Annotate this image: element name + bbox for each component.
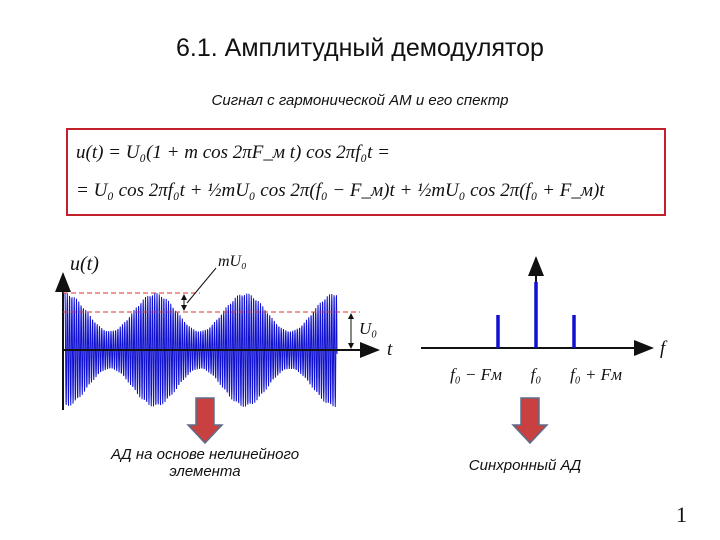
caption-synchronous-demodulator: Синхронный АД xyxy=(468,457,582,474)
modulation-label-leader xyxy=(186,267,217,304)
down-arrow-left xyxy=(186,397,224,445)
page-number: 1 xyxy=(676,502,687,527)
am-waveform xyxy=(64,292,338,408)
amplitude-label: U₀ xyxy=(359,319,377,338)
y-axis-label: u(t) xyxy=(70,253,99,275)
formula-box: u(t) = U₀(1 + m cos 2πF_м t) cos 2πf₀t =… xyxy=(66,128,666,216)
down-arrow-right xyxy=(511,397,549,445)
carrier-label: f₀ xyxy=(531,365,542,384)
time-axis-label: t xyxy=(387,339,393,360)
caption-nonlinear-demodulator: АД на основе нелинейного элемента xyxy=(110,446,300,480)
upper-sideband-label: f₀ + Fм xyxy=(570,365,622,384)
lower-sideband-label: f₀ − Fм xyxy=(450,365,502,384)
formula-line-2: = U₀ cos 2πf₀t + ½mU₀ cos 2π(f₀ − F_м)t … xyxy=(76,180,605,201)
spectrum-lines xyxy=(496,282,576,348)
slide-title: 6.1. Амплитудный демодулятор xyxy=(176,34,544,62)
frequency-axis-label: f xyxy=(660,338,668,359)
modulation-label: mU₀ xyxy=(218,253,247,270)
formula-line-1: u(t) = U₀(1 + m cos 2πF_м t) cos 2πf₀t = xyxy=(76,142,390,163)
slide-subtitle: Сигнал с гармонической АМ и его спектр xyxy=(211,92,509,109)
am-signal-trace xyxy=(64,292,338,408)
